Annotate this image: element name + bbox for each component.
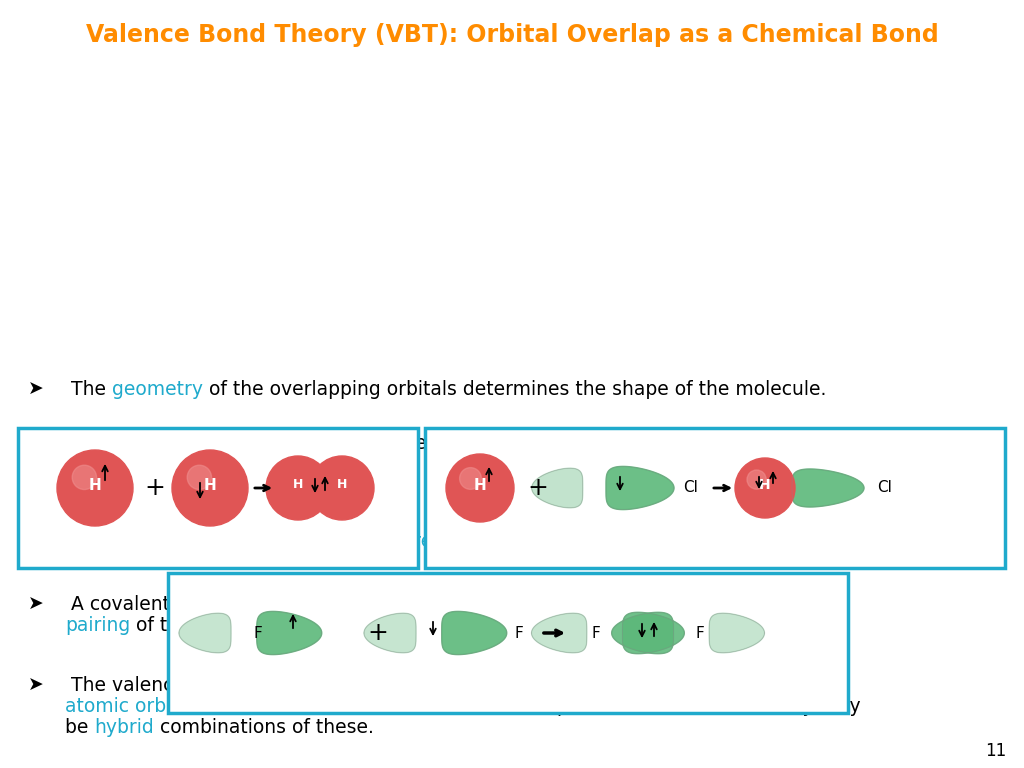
Text: H: H: [759, 478, 771, 492]
Text: Cl: Cl: [877, 481, 892, 495]
Circle shape: [187, 465, 212, 489]
Text: Each of the bonded atoms maintains its own atomic orbitals, but the electron: Each of the bonded atoms maintains its o…: [65, 511, 798, 530]
Text: by both atoms.: by both atoms.: [445, 531, 593, 551]
Text: pairing: pairing: [65, 616, 130, 635]
Polygon shape: [531, 468, 583, 508]
Text: overlap of two half-filled orbitals with spin-: overlap of two half-filled orbitals with…: [385, 595, 784, 614]
Circle shape: [746, 470, 766, 489]
Text: standard: standard: [440, 697, 523, 716]
Text: stronger: stronger: [512, 434, 591, 453]
Text: 2p: 2p: [443, 684, 463, 699]
Circle shape: [266, 456, 330, 520]
Text: quantum-mechanical: quantum-mechanical: [627, 676, 825, 695]
FancyBboxPatch shape: [168, 573, 848, 713]
Text: HCl molecule: HCl molecule: [765, 541, 865, 556]
Polygon shape: [441, 611, 507, 654]
Text: +: +: [368, 621, 388, 645]
Polygon shape: [179, 613, 231, 653]
Circle shape: [57, 450, 133, 526]
Text: ➤: ➤: [28, 676, 44, 695]
Text: +: +: [527, 476, 549, 500]
Text: F₂ molecule: F₂ molecule: [603, 684, 693, 699]
Circle shape: [310, 456, 374, 520]
Polygon shape: [364, 613, 416, 653]
Text: shared: shared: [381, 531, 445, 551]
Text: combinations of these.: combinations of these.: [155, 717, 374, 737]
Text: H₂ molecule: H₂ molecule: [273, 541, 367, 556]
Text: ➤: ➤: [28, 380, 44, 399]
Polygon shape: [257, 611, 322, 654]
Circle shape: [446, 454, 514, 522]
Text: of the overlapping orbitals determines the shape of the molecule.: of the overlapping orbitals determines t…: [203, 380, 826, 399]
Polygon shape: [611, 612, 674, 654]
Circle shape: [460, 468, 481, 489]
Text: H: H: [204, 478, 216, 492]
Text: F: F: [592, 625, 600, 641]
Text: ➤: ➤: [28, 434, 44, 453]
Text: 1s: 1s: [471, 541, 488, 556]
Text: 1s: 1s: [86, 541, 103, 556]
Text: The valence electrons of the atoms in a molecule reside in: The valence electrons of the atoms in a …: [65, 676, 627, 695]
Text: H: H: [89, 478, 101, 492]
Text: A covalent bond results from the: A covalent bond results from the: [65, 595, 385, 614]
Circle shape: [172, 450, 248, 526]
Text: hybrid: hybrid: [94, 717, 155, 737]
Text: s , p , d , and f orbitals or they may: s , p , d , and f orbitals or they may: [523, 697, 861, 716]
Text: ➤: ➤: [28, 511, 44, 530]
Text: 2p: 2p: [258, 684, 278, 699]
Text: 3p: 3p: [610, 541, 630, 556]
Text: The: The: [65, 380, 112, 399]
Text: ➤: ➤: [28, 595, 44, 614]
Text: F: F: [695, 625, 705, 641]
Polygon shape: [623, 612, 684, 654]
Text: F: F: [515, 625, 523, 641]
Text: F: F: [254, 625, 262, 641]
Text: geometry: geometry: [112, 380, 203, 399]
Text: pair in the overlapping orbitals is: pair in the overlapping orbitals is: [65, 531, 381, 551]
Polygon shape: [792, 469, 864, 507]
Text: 11: 11: [985, 742, 1006, 760]
Text: of the two valence electrons.: of the two valence electrons.: [130, 616, 409, 635]
Text: atomic orbitals.: atomic orbitals.: [65, 697, 211, 716]
Polygon shape: [606, 466, 674, 510]
Text: Cl: Cl: [683, 481, 698, 495]
Text: The greater the amount of orbital overlap, the: The greater the amount of orbital overla…: [65, 434, 512, 453]
Text: 1s: 1s: [201, 541, 219, 556]
Text: H: H: [293, 478, 303, 492]
FancyBboxPatch shape: [425, 428, 1005, 568]
Text: H: H: [337, 478, 347, 492]
Text: +: +: [144, 476, 166, 500]
Polygon shape: [710, 613, 765, 653]
Circle shape: [735, 458, 795, 518]
Text: Valence Bond Theory (VBT): Orbital Overlap as a Chemical Bond: Valence Bond Theory (VBT): Orbital Overl…: [86, 23, 938, 47]
Text: H: H: [474, 478, 486, 492]
FancyBboxPatch shape: [18, 428, 418, 568]
Polygon shape: [531, 613, 587, 653]
Text: the bond.: the bond.: [591, 434, 686, 453]
Circle shape: [73, 465, 96, 489]
Text: The orbitals can be the: The orbitals can be the: [211, 697, 440, 716]
Text: be: be: [65, 717, 94, 737]
